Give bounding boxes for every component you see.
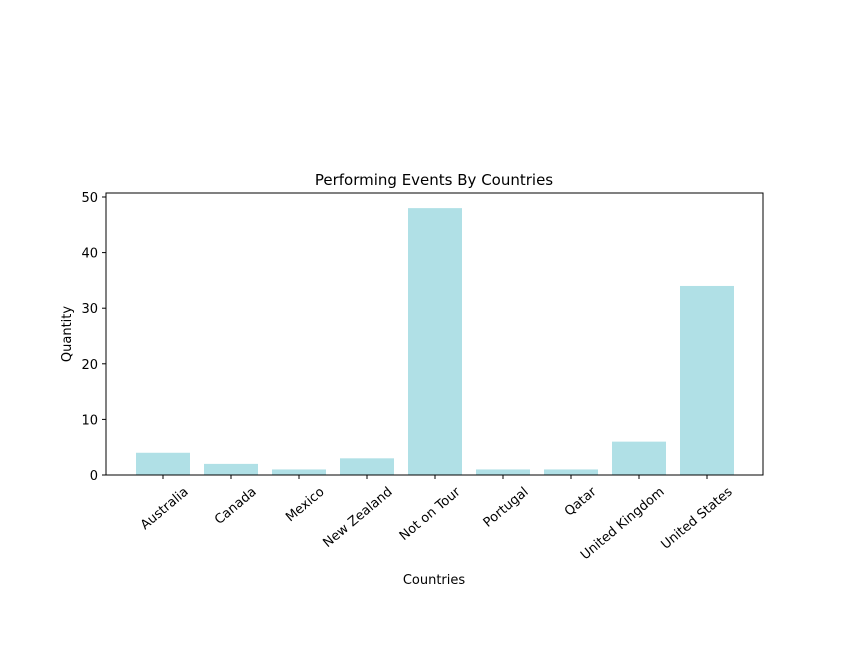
y-tick-label: 40 <box>81 247 98 262</box>
y-tick-label: 50 <box>81 191 98 206</box>
bar-mexico <box>272 469 326 475</box>
y-tick-label: 20 <box>81 358 98 373</box>
bar-united-states <box>680 285 734 475</box>
x-tick-label: Portugal <box>481 485 532 531</box>
bar-united-kingdom <box>612 441 666 475</box>
x-tick-label: Qatar <box>562 484 600 519</box>
bar-new-zealand <box>340 458 394 475</box>
y-axis-label: Quantity <box>60 306 75 362</box>
bar-not-on-tour <box>408 208 462 475</box>
bar-australia <box>136 452 190 475</box>
bar-portugal <box>476 469 530 475</box>
y-axis-ticks: 0 10 20 30 40 50 <box>81 191 106 484</box>
chart-title: Performing Events By Countries <box>315 171 553 189</box>
x-tick-label: New Zealand <box>320 485 395 551</box>
y-tick-label: 30 <box>81 302 98 317</box>
y-tick-label: 10 <box>81 413 98 428</box>
x-tick-label: Not on Tour <box>397 484 464 544</box>
bar-canada <box>204 463 258 475</box>
bar-qatar <box>544 469 598 475</box>
y-tick-label: 0 <box>90 469 98 484</box>
x-tick-label: Canada <box>212 485 260 528</box>
x-axis-label: Countries <box>403 573 466 588</box>
bars-group <box>136 208 734 475</box>
x-tick-label: Australia <box>138 485 192 533</box>
x-tick-label: Mexico <box>283 485 327 526</box>
x-tick-label: United States <box>658 484 735 552</box>
